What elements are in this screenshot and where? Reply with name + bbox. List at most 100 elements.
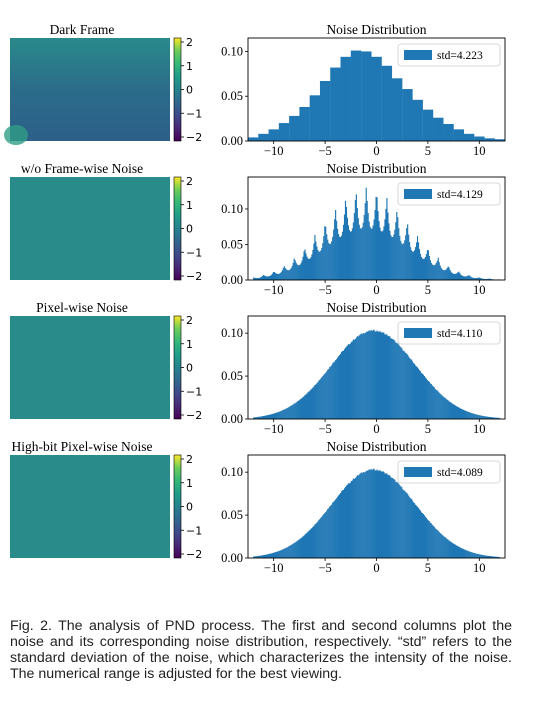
histogram-bar <box>313 386 315 419</box>
histogram-bar <box>489 278 492 280</box>
histogram-bar <box>411 359 413 419</box>
histogram-bar <box>268 553 271 558</box>
histogram-bar <box>254 556 256 558</box>
histogram-bar <box>313 243 315 280</box>
histogram-bar <box>409 242 411 280</box>
histogram-bar <box>340 56 351 142</box>
histogram-bar <box>380 230 382 280</box>
histogram-bar <box>359 334 361 419</box>
histogram-bar <box>260 416 262 419</box>
histogram-bar <box>479 277 481 280</box>
histogram-bar <box>366 470 368 558</box>
histogram-bar <box>474 278 476 280</box>
colorbar-tick-label: 1 <box>186 477 193 490</box>
histogram-bar <box>343 349 346 419</box>
histogram-bar <box>412 361 414 419</box>
histogram-bar <box>384 219 386 280</box>
histogram-bar <box>446 399 448 419</box>
histogram-bar <box>304 534 306 558</box>
histogram-bar <box>332 236 334 280</box>
histogram-bar <box>323 374 325 419</box>
histogram-bar <box>296 401 298 419</box>
x-tick-label: 0 <box>373 422 379 436</box>
histogram-bar <box>275 551 277 558</box>
histogram-bar <box>346 217 349 280</box>
histogram-bar <box>491 417 494 419</box>
chart-title: Noise Distribution <box>326 161 426 176</box>
histogram-bar <box>360 228 362 280</box>
histogram-bar <box>268 276 271 280</box>
histogram-bar <box>287 407 289 419</box>
histogram-bar <box>471 277 473 280</box>
histogram-bar <box>470 412 472 419</box>
histogram-bar <box>417 242 420 280</box>
histogram-bar <box>466 411 468 419</box>
histogram-bar <box>359 228 361 280</box>
histogram-bar <box>440 533 442 558</box>
histogram-bar <box>300 263 302 280</box>
histogram-bar <box>311 254 313 280</box>
histogram-bar <box>303 396 305 419</box>
histogram-bar <box>259 277 261 280</box>
histogram-bar <box>378 221 380 280</box>
histogram-bar <box>415 505 418 558</box>
histogram-bar <box>352 339 354 419</box>
histogram-bar <box>353 478 355 558</box>
histogram-bar <box>460 547 462 558</box>
histogram-bar <box>272 271 275 280</box>
histogram-bar <box>281 549 283 558</box>
histogram-bar <box>367 213 369 280</box>
histogram-bar <box>447 400 449 419</box>
histogram-bar <box>353 213 355 280</box>
histogram-bar <box>253 417 255 419</box>
histogram-bar <box>361 334 363 419</box>
histogram-bar <box>456 545 458 558</box>
histogram-bar <box>286 408 288 419</box>
histogram-bar <box>498 557 501 558</box>
histogram-bar <box>309 258 311 280</box>
histogram-bar <box>461 548 463 558</box>
histogram-bar <box>421 258 424 280</box>
histogram-bar <box>262 555 264 558</box>
histogram-bar <box>302 397 304 419</box>
histogram-bar <box>486 555 488 558</box>
histogram-bar <box>316 246 318 280</box>
histogram-bar <box>264 276 267 280</box>
legend-label: std=4.110 <box>437 328 483 340</box>
histogram-bar <box>281 410 283 419</box>
histogram-bar <box>416 236 419 280</box>
histogram-bar <box>305 253 307 280</box>
histogram-bar <box>434 388 436 419</box>
histogram-bar <box>436 390 438 419</box>
histogram-bar <box>466 550 468 558</box>
colorbar-tick-label: −1 <box>186 246 202 259</box>
histogram-bar <box>467 411 469 419</box>
histogram-bar <box>473 277 475 280</box>
histogram-bar <box>277 412 279 419</box>
histogram-bar <box>427 520 429 558</box>
histogram-bar <box>335 499 337 558</box>
histogram-bar <box>414 250 416 280</box>
histogram-bar <box>423 258 426 280</box>
histogram-bar <box>346 484 349 558</box>
histogram-bar <box>371 56 382 142</box>
x-tick-label: 5 <box>425 561 431 575</box>
histogram-bar <box>306 256 308 280</box>
histogram-bar <box>265 415 268 419</box>
histogram-bar <box>284 548 286 558</box>
histogram-bar <box>485 555 487 558</box>
histogram-bar <box>256 556 258 558</box>
histogram-bar <box>343 488 346 558</box>
histogram-bar <box>349 231 351 280</box>
histogram-bar <box>481 554 483 558</box>
histogram-bar <box>426 380 428 419</box>
histogram-bar <box>428 255 430 280</box>
histogram-bar <box>271 273 274 280</box>
histogram-bar <box>491 556 494 558</box>
histogram-bar <box>497 417 500 419</box>
histogram-bar <box>424 256 426 280</box>
histogram-bar <box>387 212 389 280</box>
histogram-bar <box>354 338 356 419</box>
histogram-bar <box>373 219 375 280</box>
figure-caption: Fig. 2. The analysis of PND process. The… <box>10 618 512 682</box>
